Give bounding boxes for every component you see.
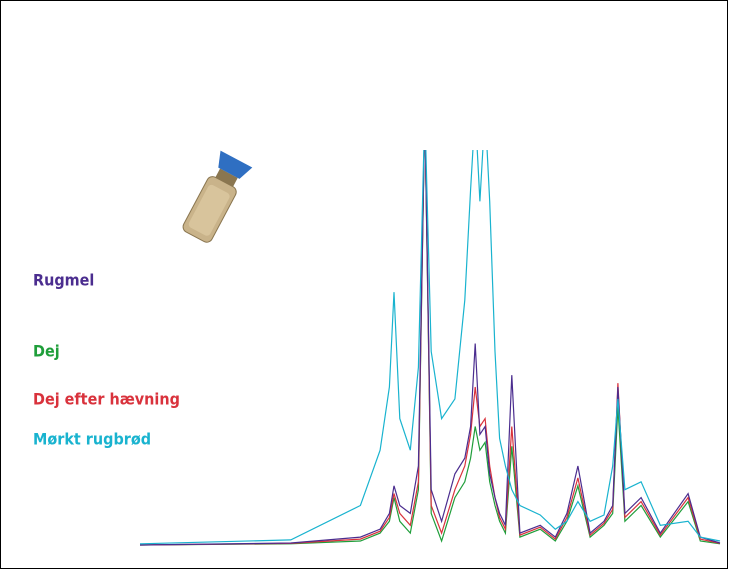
series-line: [139, 150, 721, 546]
legend-label: Rugmel: [33, 271, 94, 290]
legend-label: Mørkt rugbrød: [33, 430, 151, 449]
legend-label: Dej: [33, 342, 60, 361]
legend-label: Dej efter hævning: [33, 390, 180, 409]
series-line: [139, 150, 721, 545]
bottle-icon: [182, 150, 253, 243]
